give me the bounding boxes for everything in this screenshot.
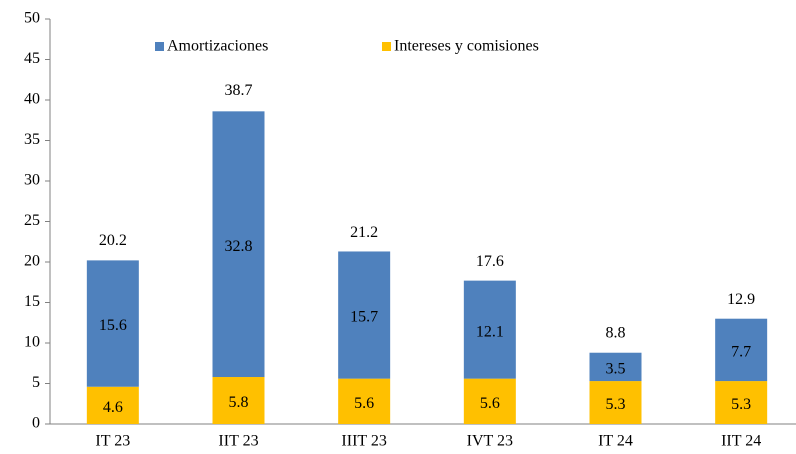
bar-segment: [589, 381, 642, 424]
x-tick-label: IIT 24: [721, 433, 761, 450]
bar-segment: [338, 378, 391, 424]
bar-segment: [715, 318, 768, 382]
bar-segment: [715, 381, 768, 424]
bar-segment: [86, 386, 139, 424]
total-label: 20.2: [99, 232, 127, 249]
bar-segment: [463, 378, 516, 424]
legend-label: Intereses y comisiones: [394, 38, 539, 55]
total-label: 12.9: [727, 291, 755, 308]
total-label: 21.2: [350, 224, 378, 241]
y-tick-label: 10: [24, 334, 40, 351]
data-label: 5.8: [229, 394, 249, 411]
total-label: 38.7: [225, 82, 253, 99]
data-label: 3.5: [606, 361, 626, 378]
y-tick-label: 50: [24, 10, 40, 27]
x-tick-label: IVT 23: [467, 433, 513, 450]
y-tick-label: 40: [24, 91, 40, 108]
data-label: 5.6: [354, 395, 374, 412]
y-tick-label: 45: [24, 50, 40, 67]
y-tick-label: 25: [24, 212, 40, 229]
data-label: 5.3: [731, 396, 751, 413]
y-tick-label: 15: [24, 293, 40, 310]
data-label: 12.1: [476, 323, 504, 340]
y-tick-label: 20: [24, 253, 40, 270]
data-label: 5.6: [480, 395, 500, 412]
bar-segment: [463, 280, 516, 379]
bar-segment: [212, 111, 265, 378]
bar-segment: [86, 260, 139, 387]
data-label: 32.8: [225, 238, 253, 255]
data-label: 4.6: [103, 399, 123, 416]
x-tick-label: IT 23: [95, 433, 130, 450]
bar-segment: [212, 377, 265, 424]
legend-swatch: [382, 42, 391, 51]
data-label: 5.3: [606, 396, 626, 413]
y-tick-label: 0: [32, 415, 40, 432]
x-tick-label: IIIT 23: [341, 433, 386, 450]
data-label: 15.6: [99, 317, 127, 334]
total-label: 17.6: [476, 253, 504, 270]
legend-swatch: [155, 42, 164, 51]
x-tick-label: IT 24: [598, 433, 633, 450]
total-label: 8.8: [606, 324, 626, 341]
bar-segment: [338, 251, 391, 379]
bar-segment: [589, 352, 642, 382]
y-tick-label: 30: [24, 172, 40, 189]
y-tick-label: 5: [32, 374, 40, 391]
data-label: 15.7: [350, 309, 378, 326]
x-tick-label: IIT 23: [218, 433, 258, 450]
legend-label: Amortizaciones: [167, 38, 268, 55]
data-label: 7.7: [731, 344, 751, 361]
y-tick-label: 35: [24, 131, 40, 148]
